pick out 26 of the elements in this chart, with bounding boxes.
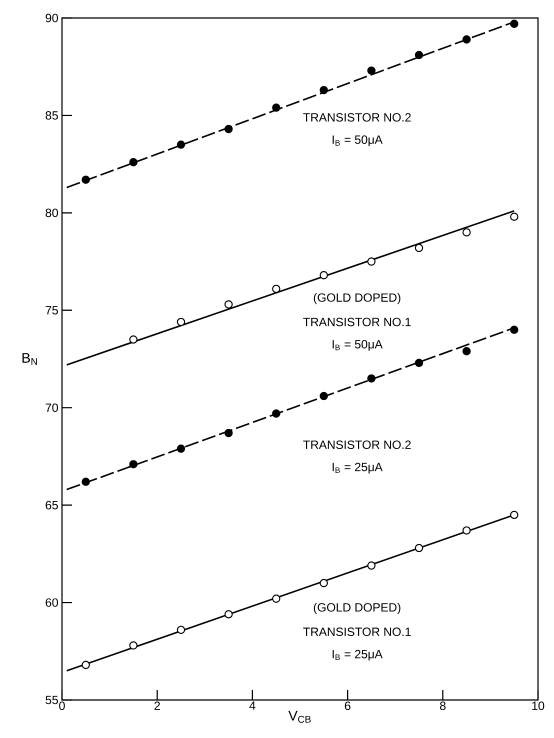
x-tick-label: 10 — [532, 702, 544, 710]
y-tick-label: 70 — [46, 403, 58, 412]
annotation: TRANSISTOR NO.2 — [303, 440, 411, 449]
annotation: I$_{B}$ = 50μA — [332, 135, 383, 146]
annotation: TRANSISTOR NO.1 — [303, 628, 411, 636]
annotation: I$_{B}$ = 25μA — [332, 462, 383, 474]
annotation: (GOLD DOPED) — [314, 602, 400, 614]
annotation: TRANSISTOR NO.2 — [303, 113, 411, 122]
y-tick-label: 65 — [46, 500, 58, 510]
y-tick-label: 90 — [46, 14, 58, 22]
y-tick-label: 55 — [46, 696, 58, 704]
annotation: (GOLD DOPED) — [314, 293, 400, 304]
x-tick-label: 4 — [249, 702, 256, 710]
y-tick-label: 85 — [46, 111, 58, 120]
x-tick-label: 0 — [59, 702, 65, 710]
x-tick-label: 2 — [154, 702, 160, 710]
annotation: I$_{B}$ = 25μA — [332, 650, 383, 661]
y-tick-label: 80 — [46, 208, 58, 218]
annotation: I$_{B}$ = 50μA — [332, 340, 383, 351]
y-axis-title: B$_{N}$ — [22, 353, 37, 365]
y-tick-label: 75 — [46, 306, 58, 314]
x-tick-label: 6 — [344, 702, 350, 710]
y-tick-label: 60 — [46, 598, 58, 607]
x-tick-label: 8 — [440, 702, 446, 710]
annotation: TRANSISTOR NO.1 — [303, 318, 411, 326]
x-axis-title: V$_{CB}$ — [288, 710, 311, 723]
